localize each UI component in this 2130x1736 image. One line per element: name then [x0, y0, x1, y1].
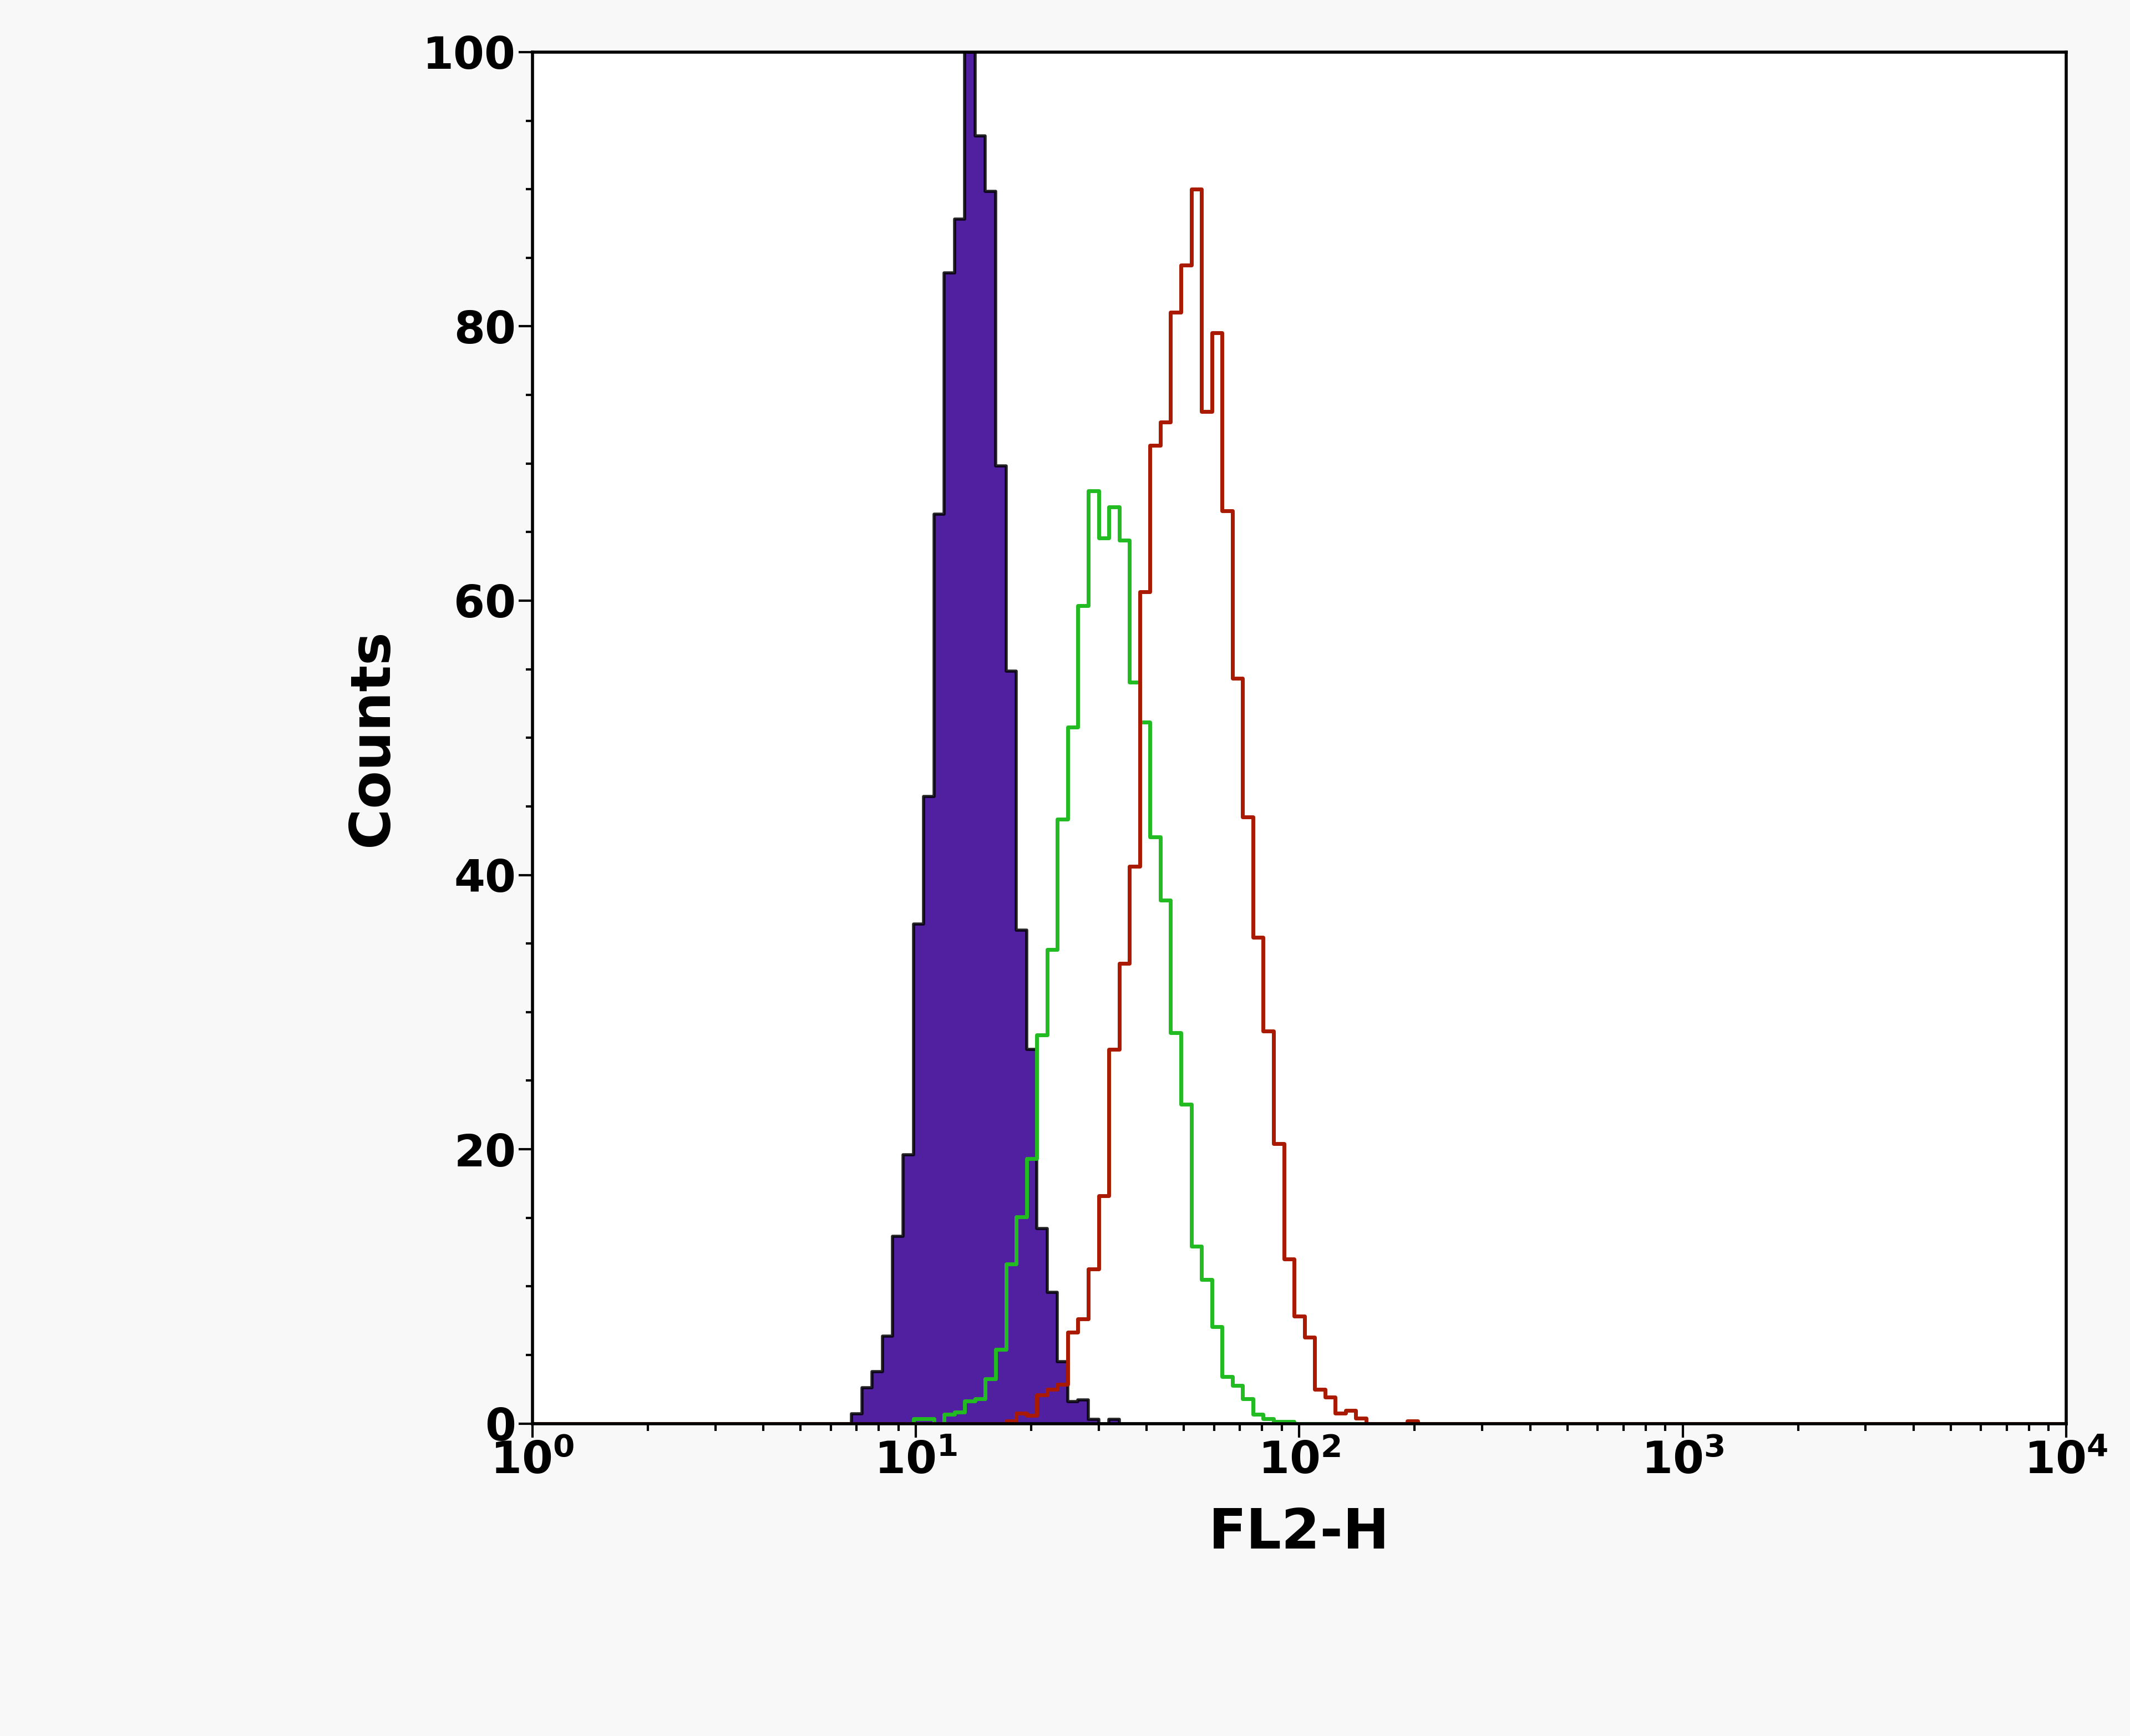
- Y-axis label: Counts: Counts: [345, 628, 400, 847]
- X-axis label: FL2-H: FL2-H: [1210, 1507, 1389, 1561]
